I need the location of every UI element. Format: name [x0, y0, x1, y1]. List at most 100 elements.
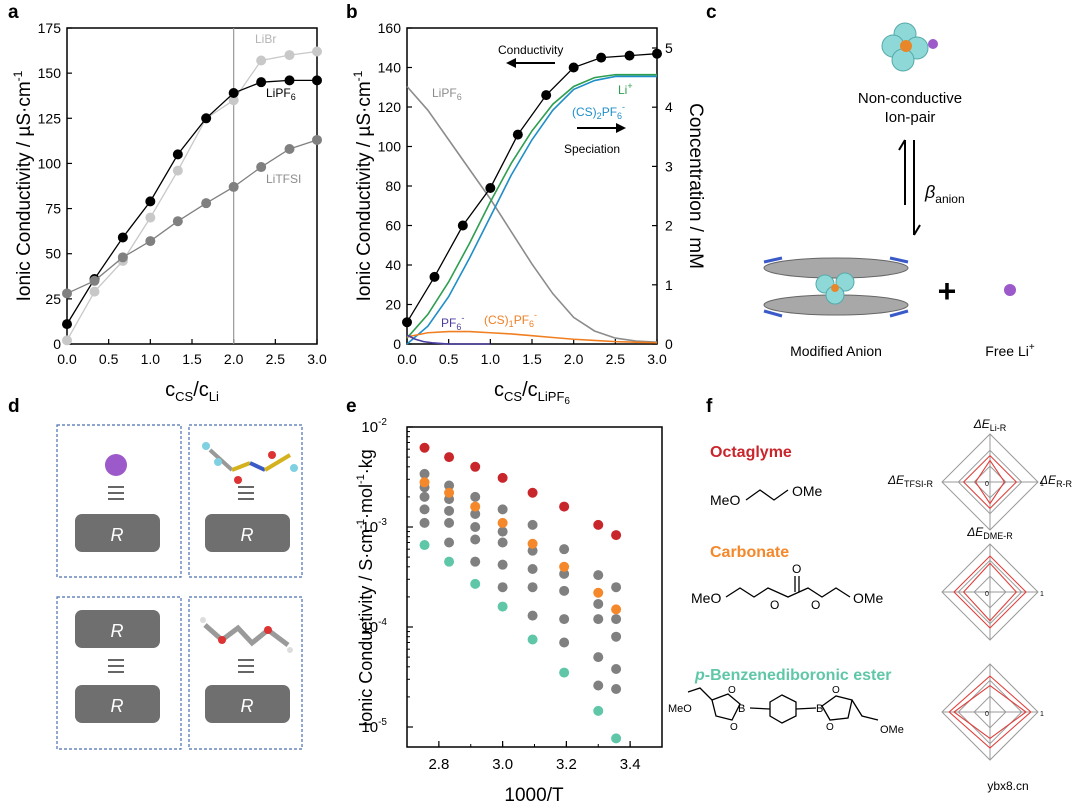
chart-e-xticks: 2.8 3.0 3.2 3.4: [406, 741, 663, 773]
radar-p-Benzenediboronic ester: 01: [941, 663, 1044, 761]
chart-b-xlabel-slash: /c: [522, 379, 538, 401]
chart-b-label-conductivity: Conductivity: [498, 43, 563, 57]
chart-b-curve-LiPF6: [406, 85, 658, 344]
chart-e-point-Other-5: [559, 637, 570, 648]
chart-a: 0.0 0.5 1.0 1.5 2.0 2.5 3.0 0 25 50 75 100 125 150 17…: [11, 20, 327, 404]
chart-e-point-Other-1: [419, 468, 430, 479]
carbonate-meo: MeO: [691, 590, 721, 606]
label-free-li: Free Li+: [985, 342, 1035, 359]
panel-d-box-dme: R: [188, 596, 303, 750]
chart-e-point-Other-1: [611, 582, 622, 593]
chart-a-xlabel-slash: /c: [193, 379, 209, 401]
label-free-li-sup: +: [1029, 342, 1035, 353]
chart-a-label-libr: LiBr: [255, 32, 276, 46]
chart-a-ytick-label: 175: [38, 20, 62, 36]
panel-d-r-4: R: [111, 696, 124, 716]
chart-a-point-LiPF6: [172, 149, 183, 160]
panel-d-box-li: R: [56, 424, 182, 578]
chart-e-point-Octaglyme: [611, 530, 622, 541]
chart-e-ylabel: Ionic Conductivity / S·cm-1·mol-1·kg: [355, 449, 376, 727]
label-beta: βanion: [924, 182, 965, 206]
chart-e-point-p-Benzenediboronic ester: [593, 705, 604, 716]
equilibrium-arrows: [898, 139, 921, 236]
chart-e-point-Other-5: [611, 683, 622, 694]
boronic-o1: O: [728, 685, 736, 696]
chart-a-yticks: 0 25 50 75 100 125 150 175: [38, 20, 72, 352]
chart-b-curve-PF6-: [406, 334, 491, 345]
chart-e-point-Other-2: [527, 545, 538, 556]
chart-b-label-cs1-main: (CS): [484, 313, 509, 327]
chart-b-curve-(CS)2PF6-: [406, 75, 657, 345]
chart-e-point-Other-4: [559, 614, 570, 625]
chart-b-label-pf6-main: PF: [441, 316, 456, 330]
panel-label-d: d: [8, 396, 20, 417]
chart-b: 0.0 0.5 1.0 1.5 2.0 2.5 3.0 020406080100120140…: [351, 20, 706, 407]
chart-a-ylabel: Ionic Conductivity / µS·cm-1: [11, 70, 35, 301]
chart-e-point-Other-5: [497, 582, 508, 593]
panel-d-r-1: R: [111, 525, 124, 545]
chart-a-label-litfsi: LiTFSI: [266, 172, 301, 186]
chart-a-point-LiPF6: [312, 75, 322, 86]
chart-e-point-p-Benzenediboronic ester: [527, 634, 538, 645]
chart-a-point-LiTFSI: [284, 143, 295, 154]
chart-e-point-p-Benzenediboronic ester: [559, 667, 570, 678]
chart-b-y2tick-label: 5: [665, 40, 673, 56]
title-boronic-p: p: [694, 667, 705, 684]
radar-label-tfsi-r: ΔETFSI-R: [887, 473, 934, 489]
chart-e-point-Other-2: [497, 526, 508, 537]
title-boronic-rest: -Benzenediboronic ester: [705, 667, 892, 684]
chart-a-ytick-label: 125: [38, 110, 62, 126]
chart-e-point-Other-3: [444, 505, 455, 516]
title-boronic-ester: p-Benzenediboronic ester: [694, 667, 891, 684]
carbonate-ome: OMe: [853, 590, 884, 606]
chart-a-ylabel-sup: -1: [11, 70, 25, 81]
carbonate-o-left: O: [770, 598, 779, 612]
chart-e-point-Other-3: [497, 537, 508, 548]
chart-e-point-Other-2: [470, 508, 481, 519]
chart-e-point-Carbonate: [444, 487, 455, 498]
chart-e-point-Carbonate: [527, 538, 538, 549]
label-beta-symbol: β: [924, 182, 935, 202]
chart-b-conductivity-point: [541, 90, 552, 101]
chart-b-label-cs2-sub: 2: [597, 111, 602, 121]
radar-series-outer: [962, 454, 1018, 510]
chart-b-label-li: Li+: [618, 81, 633, 97]
panel-d-r-3: R: [111, 621, 124, 641]
boronic-b-right: B: [816, 703, 823, 715]
chart-e-point-Other-1: [470, 491, 481, 502]
chart-e-point-Carbonate: [497, 517, 508, 528]
chart-a-point-LiPF6: [256, 77, 267, 88]
chart-a-point-LiTFSI: [201, 198, 212, 209]
chart-e-point-Octaglyme: [470, 461, 481, 472]
panel-label-c: c: [706, 2, 717, 23]
chart-e-point-Other-3: [470, 522, 481, 532]
radar-tick-one: 1: [1040, 481, 1044, 488]
free-li-ion: [1004, 284, 1016, 296]
chart-a-xlabel-sub2: Li: [209, 389, 219, 404]
chart-a-xtick-label: 2.0: [224, 351, 244, 367]
chart-b-label-cs2pf6: (CS)2PF6-: [572, 102, 625, 121]
chart-b-arrow-right-head: [616, 123, 626, 133]
boronic-b-left: B: [738, 703, 745, 715]
chart-e-point-Other-1: [444, 480, 455, 491]
chart-a-ylabel-main: Ionic Conductivity / µS·cm: [14, 81, 35, 301]
panel-label-a: a: [8, 2, 19, 23]
chart-b-conductivity-point: [402, 317, 412, 328]
chart-a-line-LiTFSI: [66, 139, 318, 295]
panel-d: R R R R: [56, 424, 303, 750]
chart-e-point-Other-4: [497, 559, 508, 570]
chart-b-xtick-label: 0.0: [397, 351, 417, 367]
structure-boronic-ester: MeO B B O O O O OMe: [668, 685, 904, 736]
chart-e-point-Octaglyme: [559, 501, 570, 512]
radar-charts: 0 10 10 1: [941, 433, 1044, 761]
chart-a-frame: [66, 27, 318, 345]
radar-label-tfsi-r-sub: TFSI-R: [904, 479, 933, 489]
chart-a-xtick-label: 2.5: [266, 351, 286, 367]
chart-a-ytick-label: 0: [53, 336, 61, 352]
chart-b-xlabel-sub3: 6: [564, 396, 570, 407]
label-beta-sub: anion: [935, 192, 964, 206]
radar-label-dme-r-pre: ΔE: [966, 525, 984, 539]
chart-e-point-Carbonate: [559, 561, 570, 572]
panel-f: Octaglyme MeO OMe Carbonate MeO O O O OM…: [668, 417, 1073, 761]
